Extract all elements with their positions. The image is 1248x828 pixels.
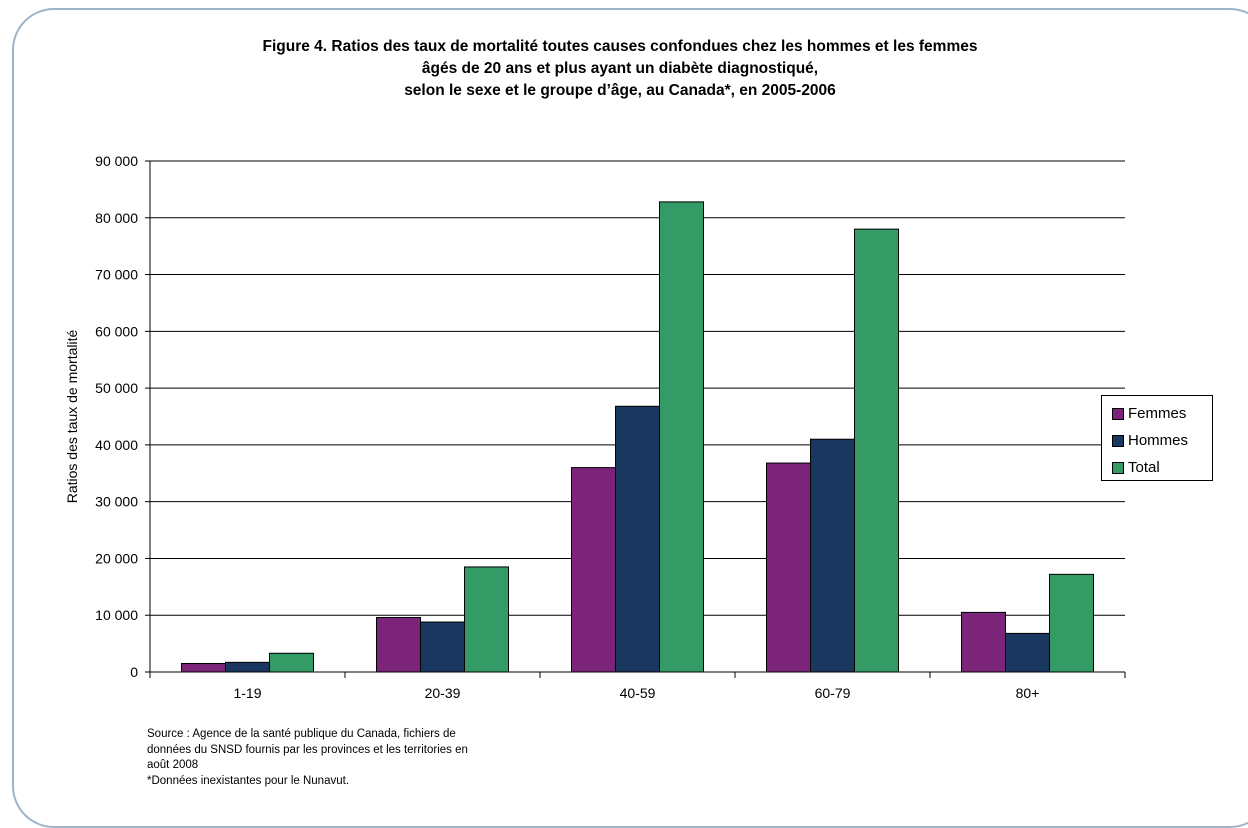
chart-title-line-1: Figure 4. Ratios des taux de mortalité t… [262,38,978,55]
legend-label-femmes: Femmes [1128,405,1187,422]
y-tick-label: 60 000 [95,323,138,339]
source-line-3: août 2008 [147,759,199,771]
x-tick-label: 60-79 [815,685,851,701]
y-tick-label: 10 000 [95,607,138,623]
y-tick-label: 0 [130,664,138,680]
bar-hommes-40-59 [615,405,660,673]
legend-swatch-total [1112,461,1124,474]
bar-hommes-60-79 [810,438,855,673]
bar-hommes-1-19 [225,661,270,673]
y-tick-label: 40 000 [95,437,138,453]
legend-item-femmes: Femmes [1102,400,1212,427]
y-tick-label: 90 000 [95,153,138,169]
y-axis-label: Ratios des taux de mortalité [64,330,80,504]
bar-femmes-80+ [961,611,1006,673]
legend-swatch-femmes [1112,407,1124,420]
source-line-1: Source : Agence de la santé publique du … [147,728,456,740]
chart-legend: Femmes Hommes Total [1101,395,1213,481]
bar-chart: 0 10 000 20 000 30 000 40 000 50 000 60 000 70 … [64,153,1126,701]
bar-femmes-40-59 [571,467,616,673]
bar-total-40-59 [659,201,704,673]
chart-title-line-2: âgés de 20 ans et plus ayant un diabète … [421,60,819,77]
bar-total-1-19 [269,652,314,673]
x-tick-label: 80+ [1016,685,1040,701]
bar-femmes-60-79 [766,462,811,673]
x-tick-label: 40-59 [620,685,656,701]
source-line-4: *Données inexistantes pour le Nunavut. [147,774,350,787]
bar-hommes-80+ [1005,632,1050,673]
legend-label-hommes: Hommes [1128,432,1189,449]
legend-item-total: Total [1102,454,1212,481]
legend-item-hommes: Hommes [1102,427,1212,454]
y-tick-label: 80 000 [95,210,138,226]
y-tick-label: 30 000 [95,494,138,510]
y-tick-label: 70 000 [95,267,138,283]
source-line-2: données du SNSD fournis par les province… [147,743,468,756]
chart-title-line-3: selon le sexe et le groupe d’âge, au Can… [404,82,836,99]
bar-total-20-39 [464,566,509,673]
legend-swatch-hommes [1112,434,1124,447]
bar-total-80+ [1049,573,1094,673]
bar-total-60-79 [854,228,899,673]
x-tick-label: 1-19 [233,685,261,701]
y-tick-label: 20 000 [95,550,138,566]
legend-label-total: Total [1128,459,1160,476]
chart-title: Figure 4. Ratios des taux de mortalité t… [120,36,1120,102]
x-tick-label: 20-39 [425,685,461,701]
y-tick-label: 50 000 [95,380,138,396]
bar-femmes-1-19 [181,662,226,673]
bar-femmes-20-39 [376,616,421,673]
bar-hommes-20-39 [420,621,465,673]
source-note: Source : Agence de la santé publique du … [147,727,468,789]
